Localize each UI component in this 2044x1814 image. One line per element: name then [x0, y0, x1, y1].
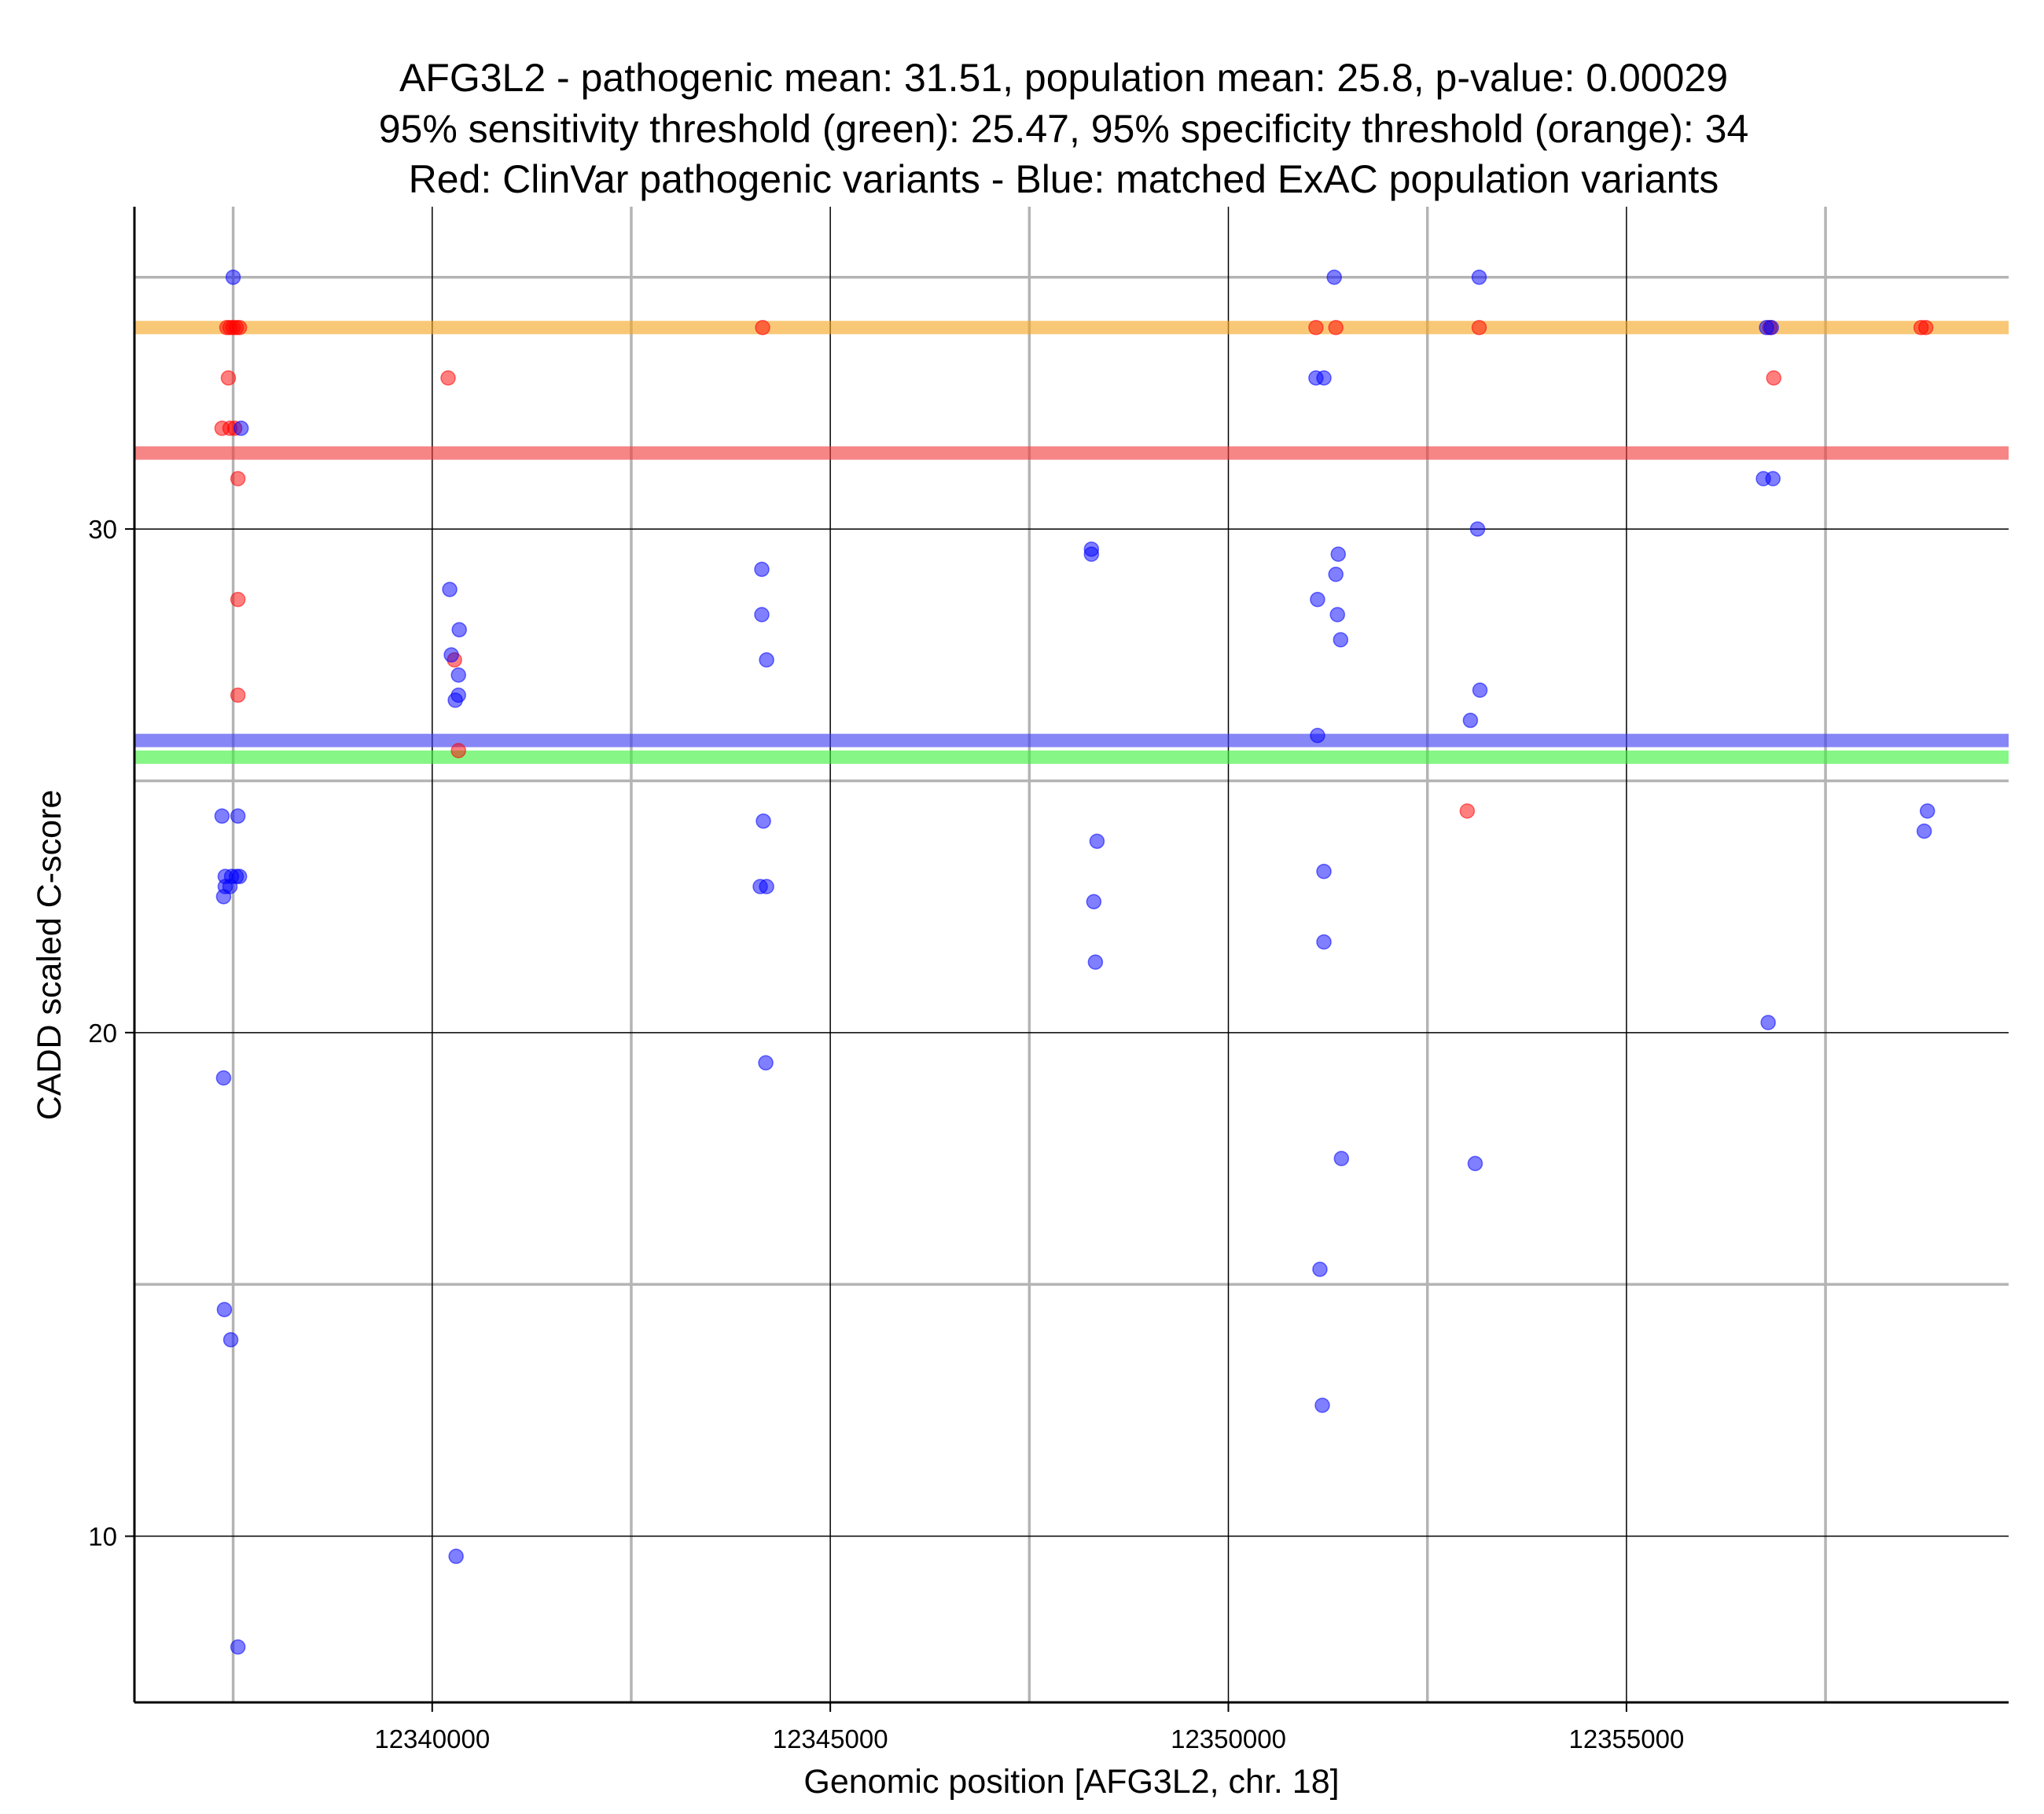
pathogenic-point: [1471, 320, 1487, 336]
population-point: [451, 622, 467, 637]
title-line-2: 95% sensitivity threshold (green): 25.47…: [379, 107, 1749, 151]
data-points: [214, 269, 1936, 1655]
title-line-1: AFG3L2 - pathogenic mean: 31.51, populat…: [399, 56, 1728, 100]
population-point: [1462, 712, 1479, 729]
x-tick-label: 12350000: [1171, 1724, 1286, 1753]
population-point: [1472, 682, 1488, 698]
population-point: [450, 667, 466, 683]
population-point: [759, 879, 774, 894]
population-point: [225, 269, 241, 285]
pathogenic-point: [1328, 320, 1344, 336]
population-point: [1316, 864, 1332, 879]
y-axis-title: CADD scaled C-score: [31, 790, 68, 1121]
pathogenic-point: [1917, 320, 1934, 336]
population-point: [759, 652, 774, 668]
y-tick-label: 20: [88, 1019, 117, 1048]
population-point: [1333, 1151, 1350, 1166]
population-point: [448, 1548, 464, 1564]
population-point: [1083, 546, 1100, 562]
population-point: [1326, 269, 1342, 285]
pathogenic-point: [1766, 370, 1781, 386]
pathogenic-point: [230, 687, 246, 703]
x-tick-label: 12340000: [374, 1724, 490, 1753]
y-tick-label: 10: [88, 1522, 117, 1551]
population-point: [1330, 546, 1347, 562]
y-tick-label: 30: [88, 515, 117, 544]
pathogenic-point: [440, 370, 456, 386]
population-point: [754, 561, 770, 578]
title-line-3: Red: ClinVar pathogenic variants - Blue:…: [409, 157, 1719, 201]
population-point: [1314, 1397, 1330, 1413]
population-point: [230, 1639, 246, 1655]
y-axis-ticks: 10 20 30: [88, 515, 134, 1551]
x-axis-title: Genomic position [AFG3L2, chr. 18]: [803, 1763, 1339, 1801]
x-tick-label: 12355000: [1568, 1724, 1684, 1753]
population-point: [1763, 320, 1779, 336]
chart-title: AFG3L2 - pathogenic mean: 31.51, populat…: [379, 56, 1749, 201]
axes: [133, 207, 2009, 1704]
population-point: [1467, 1155, 1483, 1172]
reference-lines: [134, 321, 2009, 764]
population-point: [443, 647, 459, 663]
population-point: [214, 808, 230, 824]
pathogenic-point: [230, 592, 246, 608]
pathogenic-point: [220, 370, 237, 386]
population-point: [233, 420, 249, 436]
population-point: [1087, 954, 1104, 970]
population-point: [442, 582, 458, 597]
population-point: [1916, 823, 1932, 839]
population-point: [222, 1331, 239, 1348]
population-point: [1919, 803, 1936, 819]
pathogenic-point: [450, 743, 466, 758]
population-point: [1328, 566, 1344, 582]
population-point: [1310, 728, 1325, 744]
pathogenic-point: [1459, 803, 1476, 819]
population-point: [215, 889, 232, 905]
x-tick-label: 12345000: [773, 1724, 888, 1753]
population-point: [1469, 521, 1486, 537]
population-point: [1316, 934, 1332, 950]
population-point: [754, 607, 770, 622]
population-point: [1471, 269, 1487, 285]
pathogenic-point: [231, 320, 248, 336]
population-point: [1329, 607, 1346, 622]
pathogenic-point: [230, 471, 246, 487]
pathogenic-point: [755, 320, 770, 336]
pathogenic-point: [1308, 320, 1324, 336]
population-point: [1760, 1015, 1776, 1030]
population-point: [447, 692, 463, 708]
population-point: [230, 808, 246, 824]
population-point: [216, 1302, 233, 1317]
population-point: [1089, 833, 1105, 850]
x-axis-ticks: 12340000 12345000 12350000 12355000: [374, 1702, 1684, 1753]
population-point: [758, 1055, 774, 1071]
population-point: [1316, 370, 1332, 386]
population-point: [1765, 471, 1781, 487]
population-point: [231, 868, 248, 884]
population-point: [1310, 592, 1325, 608]
population-point: [1333, 632, 1349, 648]
population-point: [1312, 1261, 1328, 1277]
population-point: [1086, 894, 1102, 909]
population-point: [215, 1070, 232, 1086]
population-point: [755, 813, 771, 829]
